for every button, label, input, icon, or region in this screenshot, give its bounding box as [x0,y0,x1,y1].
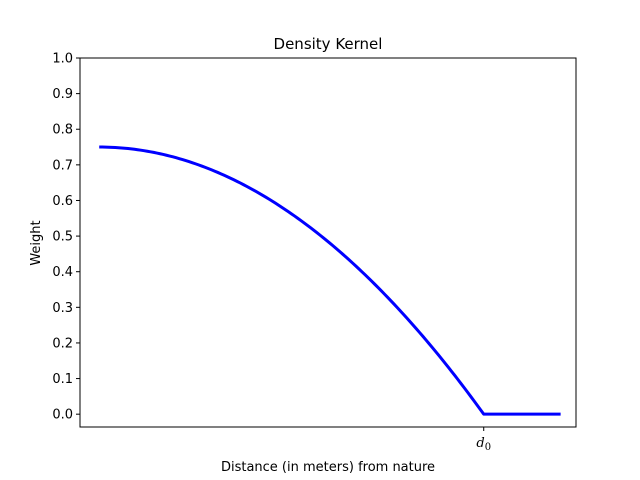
y-tick-label: 0.1 [52,372,73,387]
y-tick-label: 0.5 [52,230,73,245]
y-tick-label: 0.7 [52,158,73,173]
y-tick-label: 0.2 [52,336,73,351]
y-tick-label: 0.3 [52,301,73,316]
y-tick-label: 0.0 [52,408,73,423]
series-line-0 [99,145,561,416]
plot-area: 0.0 0.1 0.2 0.3 0.4 0.5 0.6 0.7 0.8 0.9 1.0 d0 [52,52,577,453]
y-tick-label: 0.8 [52,123,73,138]
y-axis-label: Weight [29,220,44,265]
axes-frame [79,57,577,428]
y-tick-label: 0.4 [52,265,73,280]
chart-title: Density Kernel [274,35,383,53]
y-tick-label: 0.6 [52,194,73,209]
y-tick-label: 0.9 [52,87,73,102]
x-axis-label: Distance (in meters) from nature [221,460,435,475]
x-tick-label: d0 [476,436,491,453]
y-tick-label: 1.0 [52,52,73,67]
